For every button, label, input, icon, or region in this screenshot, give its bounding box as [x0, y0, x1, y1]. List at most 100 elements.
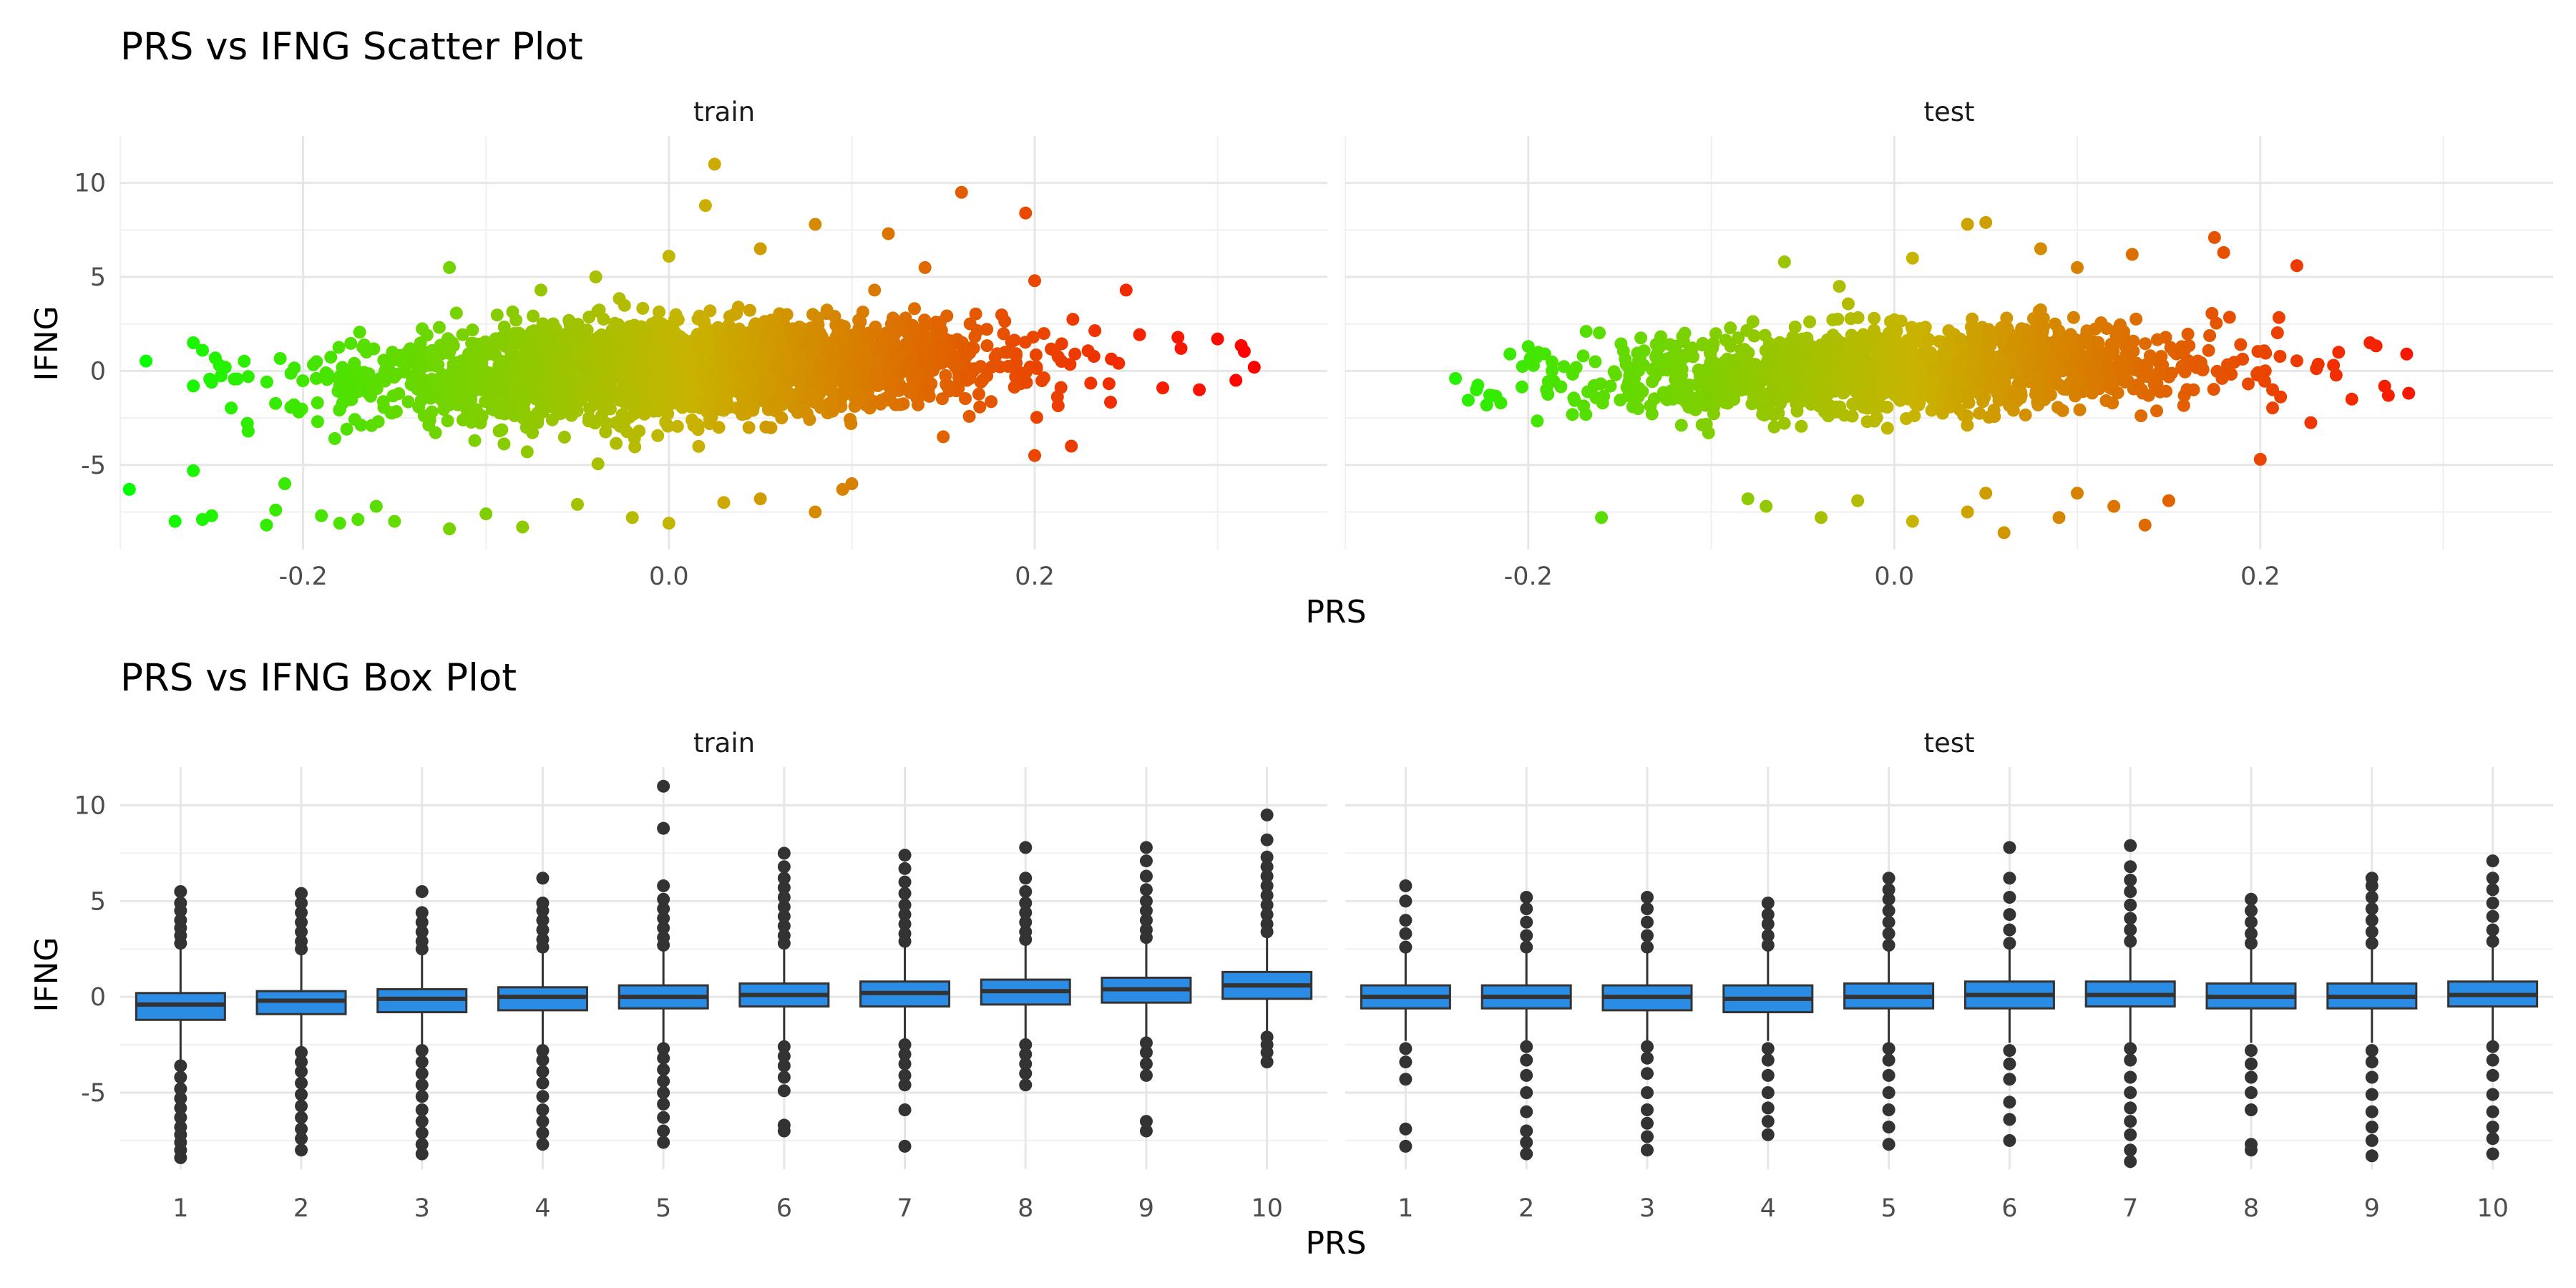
box-test-3: [1601, 891, 1693, 1157]
box-outlier: [1139, 914, 1153, 927]
scatter-point: [941, 354, 955, 368]
scatter-point: [1746, 315, 1760, 328]
scatter-point: [332, 341, 346, 354]
box-outlier: [1520, 1068, 1533, 1082]
scatter-point: [514, 365, 527, 379]
scatter-point: [310, 371, 323, 385]
scatter-point: [646, 376, 660, 390]
box-outlier: [2124, 1101, 2137, 1115]
scatter-point: [1709, 363, 1723, 376]
scatter-point: [827, 356, 841, 370]
box-outlier: [2124, 1128, 2137, 1141]
scatter-point: [653, 305, 666, 318]
scatter-point: [228, 372, 241, 386]
box-outlier: [898, 1038, 912, 1051]
scatter-point: [976, 374, 990, 387]
scatter-point: [2177, 399, 2190, 412]
scatter-point: [2164, 341, 2177, 354]
scatter-point: [1851, 340, 1865, 353]
scatter-point: [439, 371, 452, 384]
scatter-point: [1579, 325, 1593, 338]
box-outlier: [1882, 1121, 1896, 1134]
box-outlier: [1520, 1053, 1533, 1067]
box-outlier: [2003, 1044, 2016, 1058]
scatter-point: [614, 364, 627, 377]
scatter-point: [1804, 382, 1817, 396]
box-outlier: [898, 898, 912, 912]
scatter-point: [913, 338, 927, 352]
scatter-point: [625, 373, 638, 386]
scatter-point: [2045, 358, 2059, 371]
scatter-point: [922, 358, 935, 372]
scatter-point: [580, 348, 594, 362]
box-x-tick-label: 2: [1518, 1194, 1534, 1223]
scatter-point: [362, 367, 376, 381]
box-outlier: [1019, 841, 1033, 854]
scatter-point: [1028, 274, 1041, 288]
scatter-point: [1943, 400, 1957, 414]
scatter-point: [687, 355, 701, 369]
scatter-point: [187, 464, 200, 477]
box-outlier: [2003, 1073, 2016, 1086]
scatter-point: [852, 389, 865, 402]
box-outlier: [295, 897, 308, 909]
scatter-point: [1026, 331, 1040, 344]
scatter-point: [1609, 368, 1622, 381]
scatter-point: [673, 347, 686, 361]
box-outlier: [295, 925, 308, 939]
scatter-point: [2127, 334, 2140, 348]
scatter-point: [1833, 280, 1846, 293]
scatter-point: [972, 387, 985, 401]
scatter-point: [832, 325, 846, 338]
scatter-point: [1985, 354, 1999, 368]
box-outlier: [295, 1065, 308, 1078]
box-outlier: [536, 872, 550, 885]
scatter-point: [1546, 355, 1558, 369]
scatter-point: [809, 218, 822, 231]
box-outlier: [657, 779, 670, 793]
scatter-point: [640, 336, 653, 349]
scatter-point: [1888, 313, 1901, 326]
scatter-point: [1778, 361, 1792, 374]
scatter-point: [939, 369, 952, 382]
scatter-point: [1906, 514, 1919, 528]
scatter-point: [2221, 358, 2235, 371]
scatter-point: [1850, 396, 1864, 410]
scatter-point: [870, 364, 883, 378]
scatter-point: [1719, 333, 1732, 347]
scatter-point: [1834, 371, 1848, 384]
scatter-point: [1890, 381, 1903, 394]
box-outlier: [295, 1088, 308, 1101]
scatter-point: [591, 355, 605, 369]
box-outlier: [777, 891, 791, 904]
scatter-point: [1740, 368, 1754, 381]
scatter-point: [2139, 358, 2152, 371]
scatter-point: [856, 306, 869, 319]
scatter-point: [1978, 391, 1991, 404]
scatter-point: [389, 405, 403, 419]
scatter-point: [2034, 334, 2048, 348]
scatter-point: [516, 411, 530, 424]
scatter-point: [2210, 316, 2223, 330]
scatter-point: [2036, 311, 2050, 325]
box-outlier: [2003, 872, 2016, 885]
scatter-point: [340, 422, 353, 436]
scatter-point: [1785, 369, 1799, 383]
box-outlier: [1761, 917, 1775, 931]
scatter-point: [2234, 338, 2248, 351]
scatter-strip-train: train: [693, 97, 755, 127]
scatter-point: [1865, 390, 1878, 404]
scatter-point: [1826, 313, 1840, 326]
scatter-point: [869, 323, 882, 337]
scatter-point: [525, 372, 538, 386]
box-outlier: [1882, 1086, 1896, 1099]
scatter-point: [479, 507, 493, 521]
scatter-point: [333, 517, 346, 530]
box-outlier: [777, 1084, 791, 1098]
box-outlier: [1019, 885, 1033, 898]
box-outlier: [2365, 1055, 2379, 1069]
box-outlier: [1641, 1143, 1654, 1157]
box-outlier: [777, 919, 791, 933]
scatter-point: [526, 426, 540, 439]
scatter-point: [618, 298, 631, 312]
